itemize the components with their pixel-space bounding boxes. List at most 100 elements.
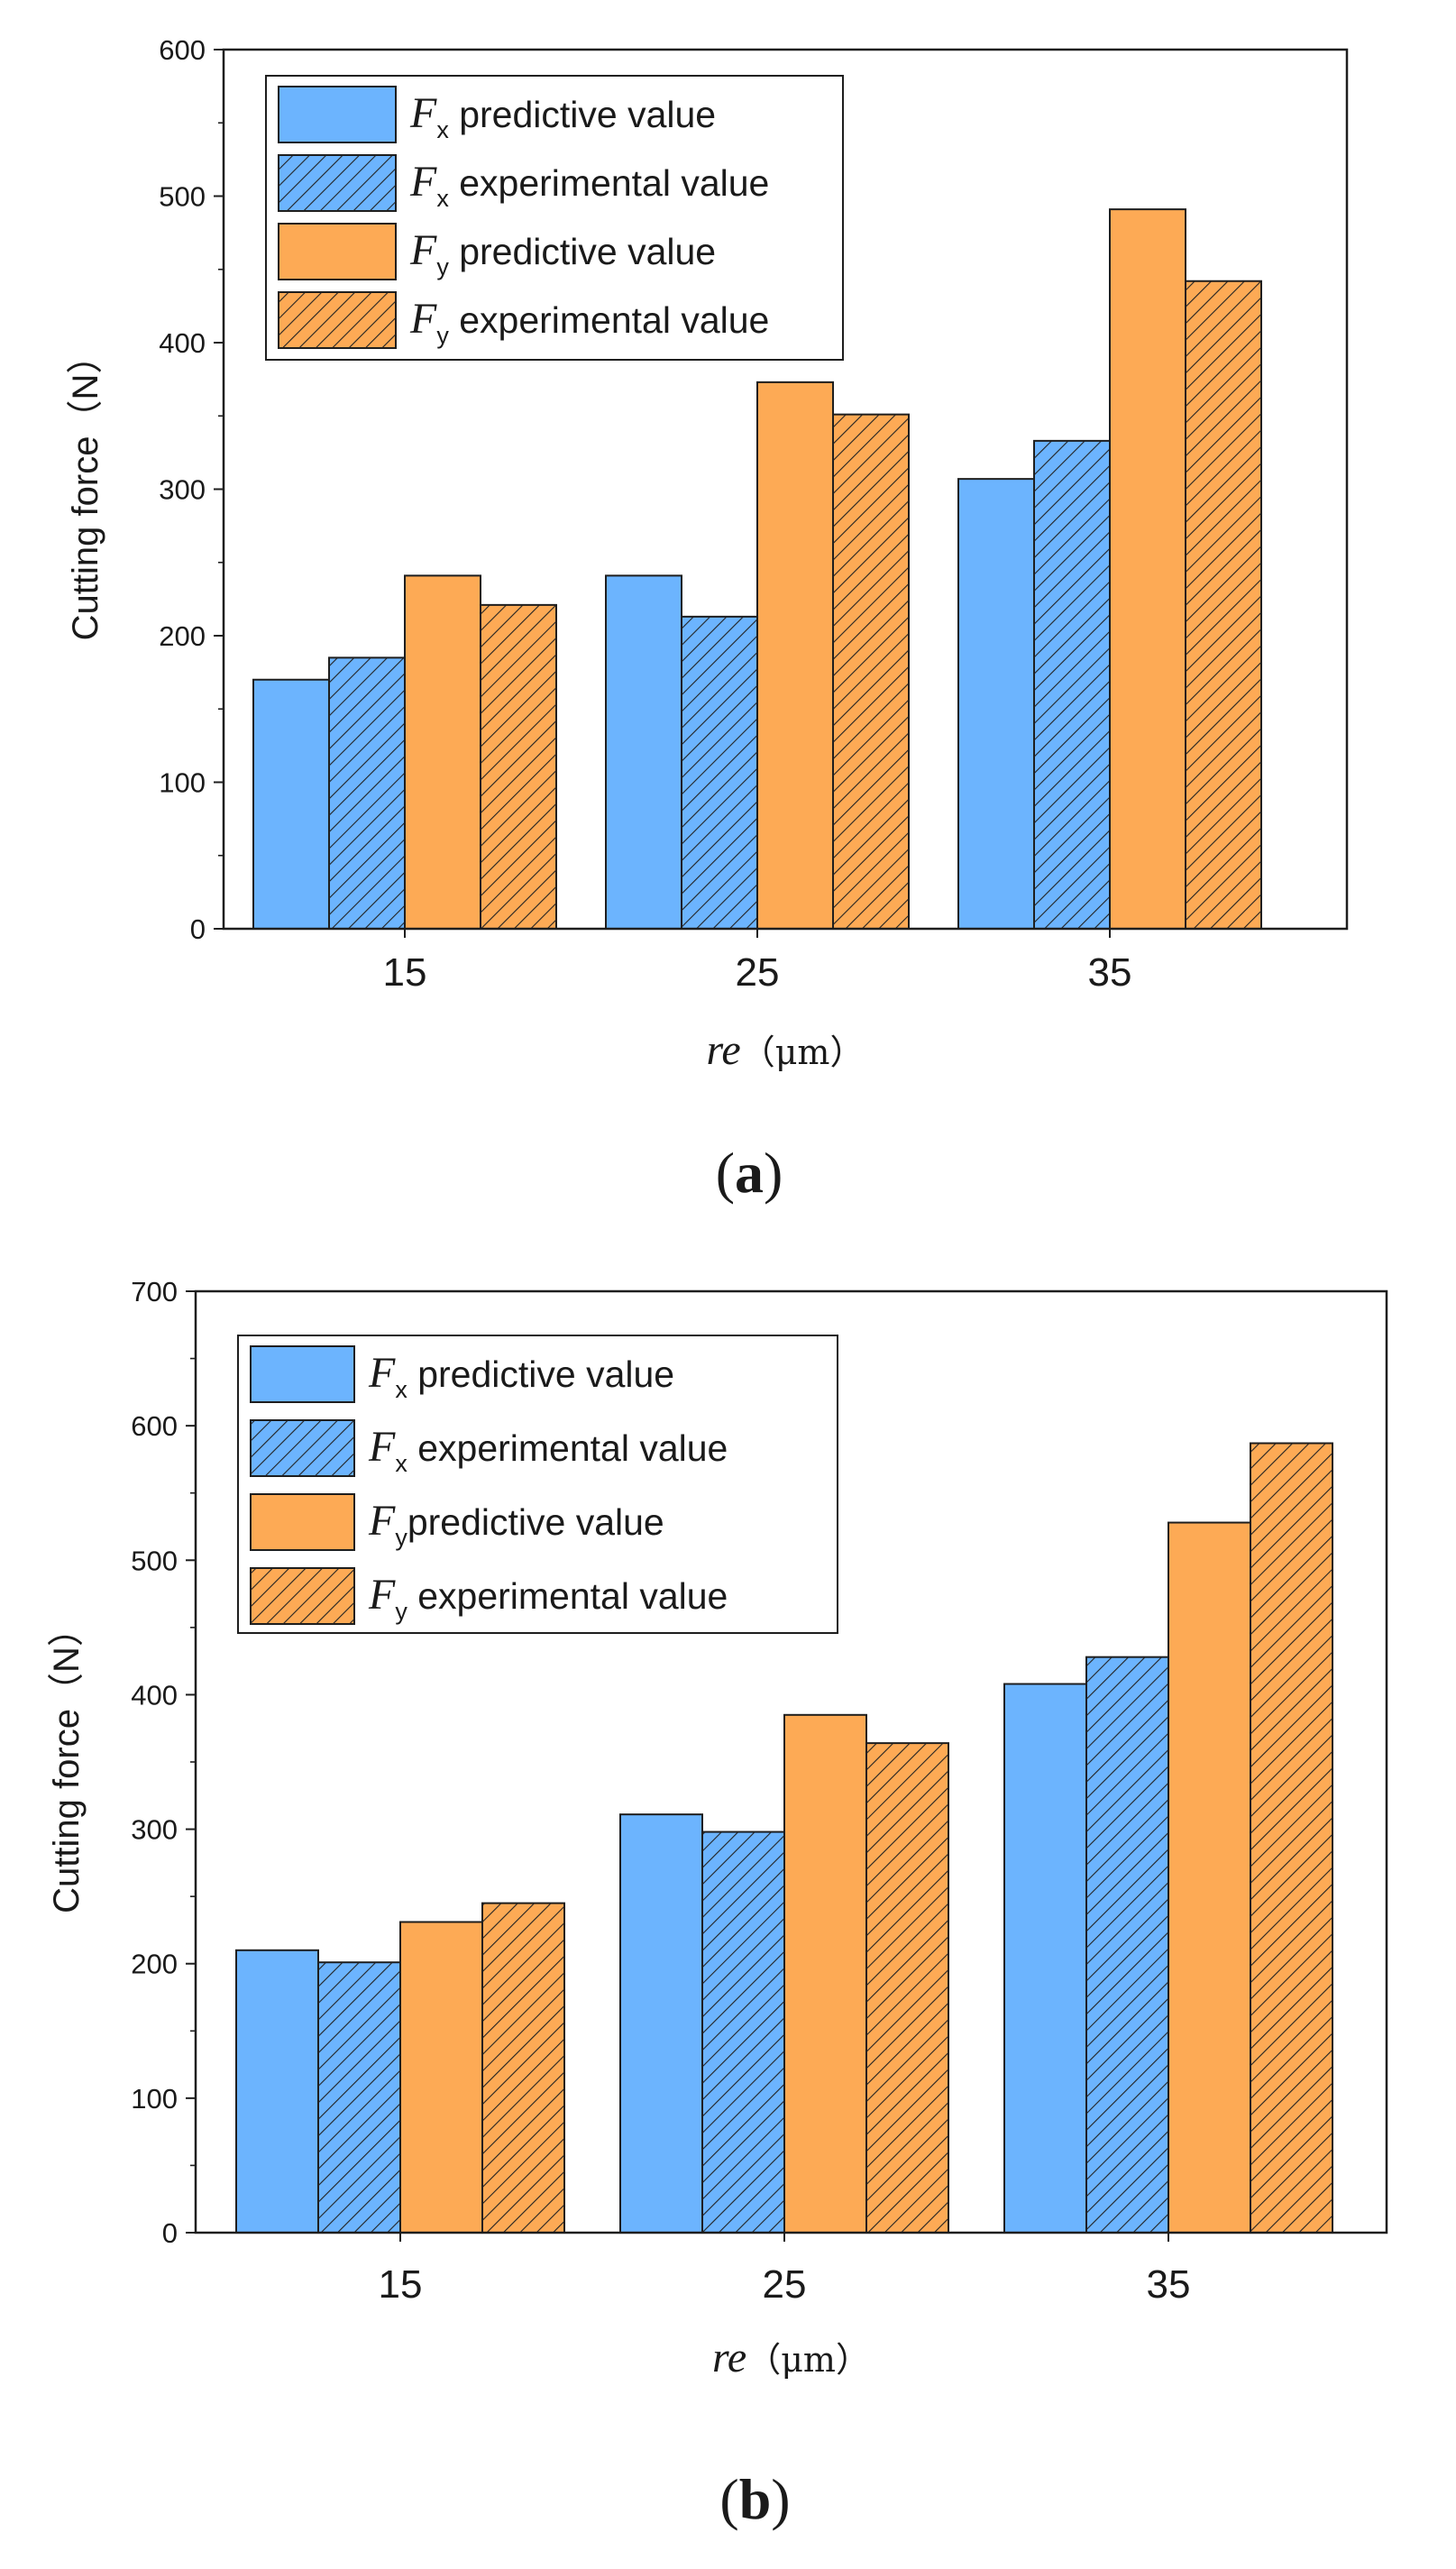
legend-symbol: F (368, 1497, 396, 1545)
y-tick-label: 300 (131, 1814, 178, 1846)
bar-hatch-overlay (1250, 1443, 1332, 2233)
bar-hatch-overlay (702, 1831, 784, 2233)
y-axis-label: Cutting force（N） (47, 1610, 87, 1913)
bar-25-x-predictive (605, 574, 682, 930)
bar-hatch-overlay (481, 604, 556, 929)
legend-text: experimental value (449, 162, 770, 204)
y-tick-label: 200 (131, 1949, 178, 1980)
legend-entry: Fx predictive value (409, 89, 716, 143)
legend-subscript: y (395, 1524, 407, 1551)
legend-symbol: F (409, 89, 437, 137)
y-tick-label: 100 (159, 767, 206, 799)
y-tick-label: 300 (159, 474, 206, 506)
bar-15-y-predictive (404, 574, 481, 930)
bar-hatch-overlay (318, 1962, 400, 2233)
legend-subscript: y (395, 1598, 407, 1625)
legend-entry: Fy experimental value (409, 295, 769, 349)
legend-subscript: x (436, 185, 449, 212)
legend-swatch-hatch (279, 292, 396, 348)
chart-panel-a: 15 25 35 0 100 200 300 400 500 600 Cutting force（N… (66, 34, 1349, 1205)
legend-entry: Fx experimental value (409, 158, 769, 212)
bar-hatch-overlay (1034, 440, 1110, 929)
legend-entry: Fy predictive value (409, 226, 716, 280)
legend-text: predictive value (407, 1501, 664, 1543)
legend-entry: Fypredictive value (368, 1497, 664, 1551)
bar-hatch-overlay (1186, 280, 1261, 929)
legend-subscript: x (436, 116, 449, 143)
bar-35-y-predictive (1168, 1521, 1251, 2234)
y-tick-label: 100 (131, 2083, 178, 2115)
y-tick-label: 0 (162, 2217, 178, 2249)
x-tick-label: 25 (763, 2262, 807, 2307)
legend-subscript: x (395, 1450, 407, 1477)
legend-symbol: F (409, 226, 437, 274)
y-tick-label: 600 (131, 1410, 178, 1442)
legend-entry: Fx predictive value (368, 1349, 674, 1403)
bar-hatch-overlay (833, 414, 909, 929)
caption-letter: b (739, 2467, 772, 2531)
bar-hatch-overlay (329, 657, 405, 929)
panel-caption: (b) (719, 2467, 790, 2531)
bar-hatch-overlay (482, 1903, 564, 2233)
y-tick-label: 200 (159, 620, 206, 652)
x-tick-label: 35 (1088, 950, 1132, 995)
y-tick-label: 0 (190, 913, 206, 945)
legend-swatch-hatch (251, 1420, 354, 1476)
legend-subscript: x (395, 1376, 407, 1403)
caption-open: ( (719, 2467, 738, 2531)
x-axis-label-unit: （μm） (746, 2340, 870, 2380)
legend-swatch (278, 223, 397, 280)
chart-panel-b: 15 25 35 0 100 200 300 400 500 600 700 Cutting forc… (47, 1276, 1388, 2531)
y-tick-label: 600 (159, 34, 206, 66)
x-tick-label: 15 (379, 2262, 423, 2307)
bar-35-x-predictive (1003, 1683, 1087, 2234)
caption-close: ) (771, 2467, 790, 2531)
x-axis-label: re（μm） (712, 2334, 870, 2381)
bar-15-x-predictive (235, 1949, 319, 2234)
legend-entry: Fx experimental value (368, 1423, 728, 1477)
panel-caption: (a) (716, 1141, 783, 1205)
bar-hatch-overlay (866, 1743, 948, 2233)
legend-symbol: F (368, 1423, 396, 1471)
bar-35-x-predictive (957, 478, 1035, 930)
y-axis-label: Cutting force（N） (66, 338, 105, 641)
legend-entry: Fy experimental value (368, 1571, 728, 1625)
bar-25-y-predictive (783, 1713, 867, 2234)
legend-text: predictive value (407, 1353, 674, 1395)
legend-symbol: F (368, 1571, 396, 1619)
legend-text: experimental value (407, 1427, 728, 1469)
y-tick-label: 400 (159, 327, 206, 359)
x-axis-label-var: re (712, 2334, 746, 2381)
x-tick-label: 35 (1147, 2262, 1191, 2307)
legend-symbol: F (409, 295, 437, 343)
legend-text: experimental value (449, 299, 770, 341)
legend-subscript: y (436, 322, 449, 349)
x-tick-label: 15 (383, 950, 427, 995)
y-tick-label: 500 (131, 1545, 178, 1576)
x-axis-label-unit: （μm） (741, 1032, 865, 1072)
legend-text: experimental value (407, 1575, 728, 1617)
y-tick-label: 700 (131, 1276, 178, 1307)
legend-swatch (250, 1493, 355, 1551)
x-axis-label-var: re (707, 1026, 741, 1074)
bar-hatch-overlay (682, 616, 757, 929)
legend-swatch-hatch (251, 1568, 354, 1624)
caption-close: ) (764, 1141, 783, 1205)
legend-symbol: F (368, 1349, 396, 1397)
legend-symbol: F (409, 158, 437, 206)
legend-text: predictive value (449, 94, 716, 135)
y-tick-label: 400 (131, 1679, 178, 1711)
bar-25-y-predictive (756, 381, 834, 930)
legend-swatch-hatch (279, 155, 396, 211)
legend-swatch (250, 1345, 355, 1403)
caption-open: ( (716, 1141, 735, 1205)
caption-letter: a (735, 1141, 764, 1205)
legend-subscript: y (436, 253, 449, 280)
y-tick-label: 500 (159, 181, 206, 213)
bar-hatch-overlay (1086, 1656, 1168, 2233)
bar-35-y-predictive (1109, 208, 1186, 930)
bar-15-x-predictive (252, 678, 330, 930)
bar-15-y-predictive (399, 1921, 483, 2234)
legend-text: predictive value (449, 231, 716, 272)
